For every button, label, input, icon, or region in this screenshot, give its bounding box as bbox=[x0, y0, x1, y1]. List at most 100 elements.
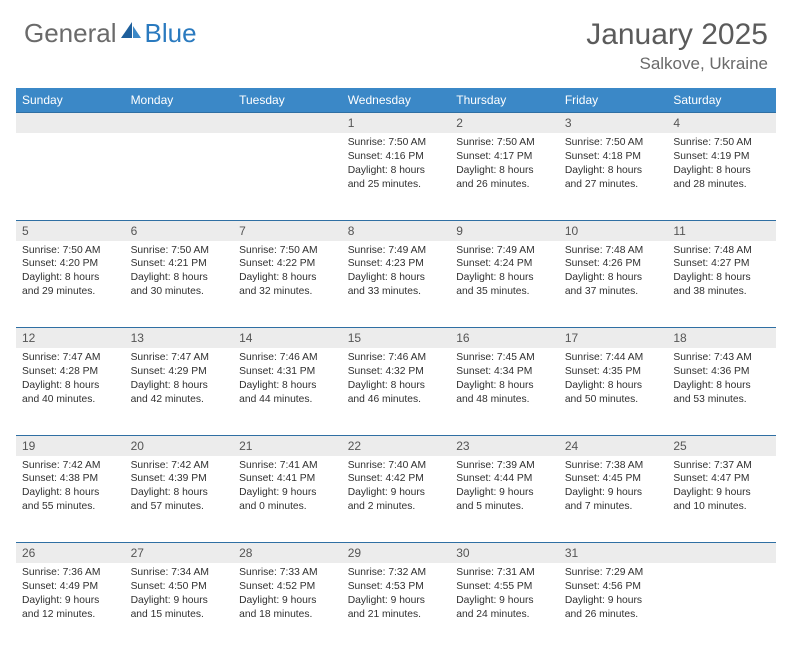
day-number-cell: 28 bbox=[233, 543, 342, 564]
calendar-day-cell: Sunrise: 7:48 AMSunset: 4:27 PMDaylight:… bbox=[667, 241, 776, 328]
title-block: January 2025 Salkove, Ukraine bbox=[586, 18, 768, 74]
day-number-cell bbox=[16, 113, 125, 134]
calendar-day-cell: Sunrise: 7:50 AMSunset: 4:16 PMDaylight:… bbox=[342, 133, 451, 220]
day-details: Sunrise: 7:50 AMSunset: 4:16 PMDaylight:… bbox=[342, 133, 451, 195]
day-number-cell: 8 bbox=[342, 220, 451, 241]
day-details: Sunrise: 7:41 AMSunset: 4:41 PMDaylight:… bbox=[233, 456, 342, 518]
day-number-cell: 2 bbox=[450, 113, 559, 134]
calendar-day-cell: Sunrise: 7:50 AMSunset: 4:20 PMDaylight:… bbox=[16, 241, 125, 328]
day-number-cell: 13 bbox=[125, 328, 234, 349]
day-details: Sunrise: 7:47 AMSunset: 4:29 PMDaylight:… bbox=[125, 348, 234, 410]
weekday-header: Monday bbox=[125, 88, 234, 113]
day-number-cell: 9 bbox=[450, 220, 559, 241]
day-number-cell: 4 bbox=[667, 113, 776, 134]
calendar-day-cell: Sunrise: 7:50 AMSunset: 4:18 PMDaylight:… bbox=[559, 133, 668, 220]
day-number-cell: 18 bbox=[667, 328, 776, 349]
day-details: Sunrise: 7:33 AMSunset: 4:52 PMDaylight:… bbox=[233, 563, 342, 625]
day-details: Sunrise: 7:50 AMSunset: 4:18 PMDaylight:… bbox=[559, 133, 668, 195]
day-number-cell: 12 bbox=[16, 328, 125, 349]
day-number-cell: 15 bbox=[342, 328, 451, 349]
calendar-day-cell: Sunrise: 7:50 AMSunset: 4:17 PMDaylight:… bbox=[450, 133, 559, 220]
day-number-cell: 24 bbox=[559, 435, 668, 456]
day-number-cell: 10 bbox=[559, 220, 668, 241]
calendar-day-cell: Sunrise: 7:48 AMSunset: 4:26 PMDaylight:… bbox=[559, 241, 668, 328]
day-number-cell: 16 bbox=[450, 328, 559, 349]
day-details: Sunrise: 7:40 AMSunset: 4:42 PMDaylight:… bbox=[342, 456, 451, 518]
calendar-day-cell: Sunrise: 7:40 AMSunset: 4:42 PMDaylight:… bbox=[342, 456, 451, 543]
day-number-cell: 21 bbox=[233, 435, 342, 456]
calendar-day-cell: Sunrise: 7:42 AMSunset: 4:39 PMDaylight:… bbox=[125, 456, 234, 543]
calendar-day-cell: Sunrise: 7:47 AMSunset: 4:28 PMDaylight:… bbox=[16, 348, 125, 435]
day-details: Sunrise: 7:48 AMSunset: 4:27 PMDaylight:… bbox=[667, 241, 776, 303]
page-title: January 2025 bbox=[586, 18, 768, 52]
calendar-table: SundayMondayTuesdayWednesdayThursdayFrid… bbox=[16, 88, 776, 650]
calendar-day-cell: Sunrise: 7:33 AMSunset: 4:52 PMDaylight:… bbox=[233, 563, 342, 650]
day-details: Sunrise: 7:50 AMSunset: 4:20 PMDaylight:… bbox=[16, 241, 125, 303]
day-number-cell: 19 bbox=[16, 435, 125, 456]
calendar-day-cell: Sunrise: 7:45 AMSunset: 4:34 PMDaylight:… bbox=[450, 348, 559, 435]
day-number-cell: 17 bbox=[559, 328, 668, 349]
calendar-day-cell: Sunrise: 7:50 AMSunset: 4:22 PMDaylight:… bbox=[233, 241, 342, 328]
day-number-cell: 29 bbox=[342, 543, 451, 564]
calendar-day-cell: Sunrise: 7:29 AMSunset: 4:56 PMDaylight:… bbox=[559, 563, 668, 650]
day-details: Sunrise: 7:50 AMSunset: 4:19 PMDaylight:… bbox=[667, 133, 776, 195]
weekday-header: Friday bbox=[559, 88, 668, 113]
day-details: Sunrise: 7:34 AMSunset: 4:50 PMDaylight:… bbox=[125, 563, 234, 625]
day-details: Sunrise: 7:39 AMSunset: 4:44 PMDaylight:… bbox=[450, 456, 559, 518]
calendar-day-cell: Sunrise: 7:43 AMSunset: 4:36 PMDaylight:… bbox=[667, 348, 776, 435]
calendar-day-cell: Sunrise: 7:42 AMSunset: 4:38 PMDaylight:… bbox=[16, 456, 125, 543]
weekday-header: Saturday bbox=[667, 88, 776, 113]
calendar-day-cell: Sunrise: 7:34 AMSunset: 4:50 PMDaylight:… bbox=[125, 563, 234, 650]
day-details: Sunrise: 7:50 AMSunset: 4:17 PMDaylight:… bbox=[450, 133, 559, 195]
day-details: Sunrise: 7:36 AMSunset: 4:49 PMDaylight:… bbox=[16, 563, 125, 625]
day-details: Sunrise: 7:38 AMSunset: 4:45 PMDaylight:… bbox=[559, 456, 668, 518]
weekday-header: Thursday bbox=[450, 88, 559, 113]
day-details: Sunrise: 7:37 AMSunset: 4:47 PMDaylight:… bbox=[667, 456, 776, 518]
day-details: Sunrise: 7:46 AMSunset: 4:31 PMDaylight:… bbox=[233, 348, 342, 410]
day-number-cell: 27 bbox=[125, 543, 234, 564]
day-details: Sunrise: 7:31 AMSunset: 4:55 PMDaylight:… bbox=[450, 563, 559, 625]
day-details: Sunrise: 7:46 AMSunset: 4:32 PMDaylight:… bbox=[342, 348, 451, 410]
logo: General Blue bbox=[24, 18, 197, 49]
calendar-day-cell: Sunrise: 7:47 AMSunset: 4:29 PMDaylight:… bbox=[125, 348, 234, 435]
calendar-day-cell: Sunrise: 7:49 AMSunset: 4:24 PMDaylight:… bbox=[450, 241, 559, 328]
calendar-day-cell bbox=[16, 133, 125, 220]
day-details: Sunrise: 7:48 AMSunset: 4:26 PMDaylight:… bbox=[559, 241, 668, 303]
calendar-day-cell: Sunrise: 7:49 AMSunset: 4:23 PMDaylight:… bbox=[342, 241, 451, 328]
day-details: Sunrise: 7:49 AMSunset: 4:24 PMDaylight:… bbox=[450, 241, 559, 303]
day-details: Sunrise: 7:29 AMSunset: 4:56 PMDaylight:… bbox=[559, 563, 668, 625]
day-number-cell bbox=[667, 543, 776, 564]
day-details: Sunrise: 7:42 AMSunset: 4:38 PMDaylight:… bbox=[16, 456, 125, 518]
day-number-cell: 26 bbox=[16, 543, 125, 564]
day-details: Sunrise: 7:44 AMSunset: 4:35 PMDaylight:… bbox=[559, 348, 668, 410]
calendar-day-cell bbox=[667, 563, 776, 650]
calendar-day-cell bbox=[233, 133, 342, 220]
day-number-cell: 3 bbox=[559, 113, 668, 134]
day-number-cell: 11 bbox=[667, 220, 776, 241]
logo-text-blue: Blue bbox=[145, 18, 197, 49]
day-number-cell: 6 bbox=[125, 220, 234, 241]
day-number-cell bbox=[233, 113, 342, 134]
calendar-day-cell: Sunrise: 7:44 AMSunset: 4:35 PMDaylight:… bbox=[559, 348, 668, 435]
calendar-day-cell: Sunrise: 7:39 AMSunset: 4:44 PMDaylight:… bbox=[450, 456, 559, 543]
weekday-header: Sunday bbox=[16, 88, 125, 113]
logo-text-general: General bbox=[24, 18, 117, 49]
day-details: Sunrise: 7:32 AMSunset: 4:53 PMDaylight:… bbox=[342, 563, 451, 625]
calendar-day-cell: Sunrise: 7:50 AMSunset: 4:19 PMDaylight:… bbox=[667, 133, 776, 220]
day-number-cell: 20 bbox=[125, 435, 234, 456]
day-number-cell: 31 bbox=[559, 543, 668, 564]
day-number-cell: 5 bbox=[16, 220, 125, 241]
calendar-day-cell: Sunrise: 7:46 AMSunset: 4:31 PMDaylight:… bbox=[233, 348, 342, 435]
day-details: Sunrise: 7:50 AMSunset: 4:22 PMDaylight:… bbox=[233, 241, 342, 303]
logo-sail-icon bbox=[119, 20, 143, 47]
header: General Blue January 2025 Salkove, Ukrai… bbox=[0, 0, 792, 82]
location-label: Salkove, Ukraine bbox=[586, 54, 768, 74]
calendar-day-cell: Sunrise: 7:36 AMSunset: 4:49 PMDaylight:… bbox=[16, 563, 125, 650]
day-details: Sunrise: 7:47 AMSunset: 4:28 PMDaylight:… bbox=[16, 348, 125, 410]
calendar-day-cell: Sunrise: 7:38 AMSunset: 4:45 PMDaylight:… bbox=[559, 456, 668, 543]
day-details: Sunrise: 7:42 AMSunset: 4:39 PMDaylight:… bbox=[125, 456, 234, 518]
calendar-day-cell bbox=[125, 133, 234, 220]
day-number-cell: 25 bbox=[667, 435, 776, 456]
day-details: Sunrise: 7:50 AMSunset: 4:21 PMDaylight:… bbox=[125, 241, 234, 303]
calendar-day-cell: Sunrise: 7:46 AMSunset: 4:32 PMDaylight:… bbox=[342, 348, 451, 435]
